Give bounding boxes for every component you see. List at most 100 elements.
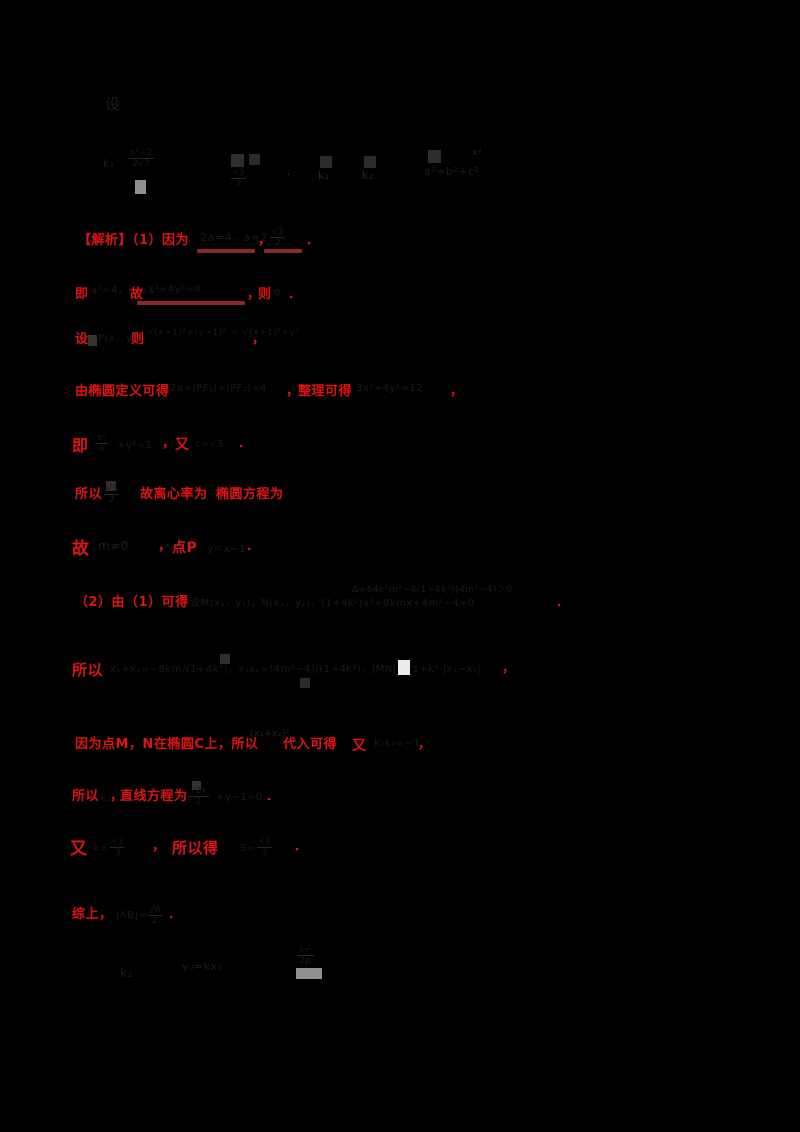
math-header-row-math-6: · [287, 170, 291, 181]
solution-line-5-red-0: 即 [72, 436, 89, 455]
solution-line-7-math-4: y＝x−1 [207, 544, 247, 555]
solution-line-13-red-3: ． [168, 907, 182, 922]
solution-line-13-frac-2: √6 2 [147, 905, 163, 927]
solution-line-5-red-4: 又 [175, 437, 190, 453]
solution-line-3-red-0: 设 [75, 332, 89, 347]
solution-line-2-math-1: a²=4，b²=1 [91, 285, 156, 296]
solution-line-1-math-1: 2a=4，a=2 [200, 231, 268, 244]
solution-line-13: 综上， |AB|= √6 2 ． [0, 905, 800, 942]
solution-line-5-math-5: c=√3 [195, 439, 224, 450]
faint-bottom-row-math-1: y₀=kx₀ [182, 960, 223, 973]
solution-line-13-red-0: 综上， [72, 907, 113, 922]
solution-line-11-red-7: ． [266, 789, 280, 804]
solution-line-13-math-1: |AB|= [116, 910, 148, 921]
fraction-numerator: √3 [231, 168, 247, 180]
solution-line-2: 即 a²=4，b²=1 故 x²+4y²=4 ，则 e ． [0, 284, 800, 322]
solution-line-6-frac-2: √3 2 [104, 484, 120, 506]
fraction-numerator: x₀² [297, 945, 314, 957]
math-header-row-frac-1: x²−2 2√3 [128, 148, 155, 170]
math-header-row-box-11 [428, 150, 441, 163]
solution-line-10-red-0: 因为点M，N在椭圆C上，所以 [75, 737, 259, 752]
solution-line-1-red-0: 【解析】（1）因为 [78, 233, 190, 248]
solution-line-6-red-5: 椭圆方程为 [216, 487, 284, 502]
fraction-denominator: 2p [299, 956, 311, 967]
solution-line-9-box-4 [398, 660, 410, 675]
math-header-row-box-9 [364, 156, 376, 168]
solution-line-10-math-1: (x₁+x₂)² [250, 729, 291, 739]
solution-line-10: 因为点M，N在椭圆C上，所以 (x₁+x₂)² 代入可得又 k₁k₂=−1， [0, 729, 800, 772]
solution-line-5-red-3: ， [162, 436, 176, 451]
fraction-numerator: √6 [147, 905, 163, 917]
solution-line-12-math-5: S= [240, 843, 256, 854]
solution-line-12-red-0: 又 [70, 839, 88, 859]
solution-line-6-box-1 [106, 481, 116, 491]
fraction-numerator: √3 [270, 227, 286, 239]
fraction-numerator: x² [95, 433, 108, 445]
solution-line-5: 即 x² 4 +y²=1 ，又 c=√3 ． [0, 433, 800, 471]
solution-line-4-red-5: ， [450, 384, 464, 399]
solution-line-9-box-2 [300, 678, 310, 688]
solution-line-4-red-2: ， [286, 384, 300, 399]
solution-line-11: 所以 k₁，直线方程为 √2x 2 +y−1=0 ． [0, 781, 800, 824]
fraction-numerator: √2x [188, 786, 209, 798]
solution-line-11-math-1: k₁ [101, 794, 111, 804]
solution-line-9: 所以 x₁+x₂=−8km∕(1+4k²)，x₁x₂=(4m²−4)∕(1+4k²… [0, 654, 800, 696]
solution-line-12: 又 k= √3 3 ， 所以得 S= √2 2 ． [0, 837, 800, 874]
solution-line-1: 【解析】（1）因为 2a=4，a=2， √3 2 ． [0, 227, 800, 268]
solution-line-3-math-2: P(x，y) [98, 333, 137, 344]
math-header-row: k₁ x²−2 2√3 √3 2 · k₁ k₂ a²=b²+c² x² [0, 142, 800, 194]
math-header-row-box-3 [231, 154, 244, 167]
solution-line-10-red-2: 代入可得 [283, 737, 338, 752]
solution-line-7-red-3: 点P [172, 540, 198, 556]
solution-line-1-ul-2 [197, 249, 255, 253]
solution-line-10-math-4: k₁k₂=−1 [374, 738, 421, 749]
solution-line-8: （2）由（1）可得 Δ=64k²m²−4(1+4k²)(4m²−4)＞0 设M(x₁… [0, 585, 800, 630]
solution-line-1-red-3: ， [258, 233, 272, 248]
solution-line-8-math-1: Δ=64k²m²−4(1+4k²)(4m²−4)＞0 [352, 585, 513, 595]
faint-bottom-row-math-0: k₂ [120, 966, 133, 980]
math-header-row-math-0: k₁ [103, 157, 115, 170]
solution-line-7-red-2: ， [158, 539, 172, 554]
solution-line-3-box-1 [88, 335, 97, 346]
solution-line-6-red-3: 故离心率为 [140, 487, 208, 502]
solution-line-7-math-1: m≠0 [98, 539, 129, 553]
solution-line-9-math-3: x₁+x₂=−8km∕(1+4k²)，x₁x₂=(4m²−4)∕(1+4k²)，… [110, 664, 482, 675]
fraction-numerator: √3 [110, 837, 126, 849]
solution-line-4-red-3: 整理可得 [298, 384, 353, 399]
solution-line-12-red-7: ． [294, 839, 308, 854]
fraction-denominator: 2√3 [132, 159, 150, 170]
solution-line-7-red-0: 故 [72, 539, 90, 559]
solution-line-5-red-6: ． [238, 436, 252, 451]
solution-line-12-red-4: 所以得 [172, 839, 219, 857]
solution-line-3: 设 P(x，y) 则 √(x−1)²+(y−1)² ＝ √(x+1)²+y²， [0, 328, 800, 367]
solution-line-2-red-2: 故 [130, 287, 144, 302]
solution-line-11-math-6: +y−1=0 [216, 792, 263, 803]
fraction-denominator: 2 [261, 848, 268, 859]
fraction-numerator: √3 [104, 484, 120, 496]
faint-bottom-row-frac-2: x₀² 2p [297, 945, 314, 967]
solution-line-8-red-3: ． [556, 595, 570, 610]
solution-line-1-ul-5 [264, 249, 302, 253]
fraction-denominator: 4 [98, 444, 105, 455]
solution-line-1-frac-4: √3 2 [270, 227, 286, 249]
solution-line-10-red-3: 又 [352, 738, 367, 754]
faint-top-char-math-0: 设 [105, 95, 121, 113]
solution-line-11-frac-5: √2x 2 [188, 786, 209, 808]
solution-line-2-red-6: 则 [258, 287, 272, 302]
solution-line-3-math-4: √(x−1)²+(y−1)² ＝ √(x+1)²+y² [148, 328, 300, 338]
solution-line-6: 所以 √3 2 故离心率为＝椭圆方程为 [0, 481, 800, 522]
math-header-row-box-7 [320, 156, 332, 168]
solution-line-8-red-0: （2）由（1）可得 [75, 595, 189, 610]
solution-line-5-math-2: +y²=1 [117, 440, 153, 451]
solution-line-12-math-1: k= [93, 843, 109, 854]
math-header-row-math-13: x² [472, 148, 482, 158]
faint-bottom-row-box-3 [296, 968, 322, 979]
solution-line-10-red-5: ， [418, 737, 432, 752]
math-header-row-box-4 [249, 154, 260, 165]
math-header-row-box-2 [135, 180, 146, 194]
solution-line-5-frac-1: x² 4 [95, 433, 108, 455]
solution-line-4-red-0: 由椭圆定义可得 [75, 384, 170, 399]
fraction-denominator: 2 [274, 238, 281, 249]
solution-line-9-red-5: ， [502, 661, 516, 676]
